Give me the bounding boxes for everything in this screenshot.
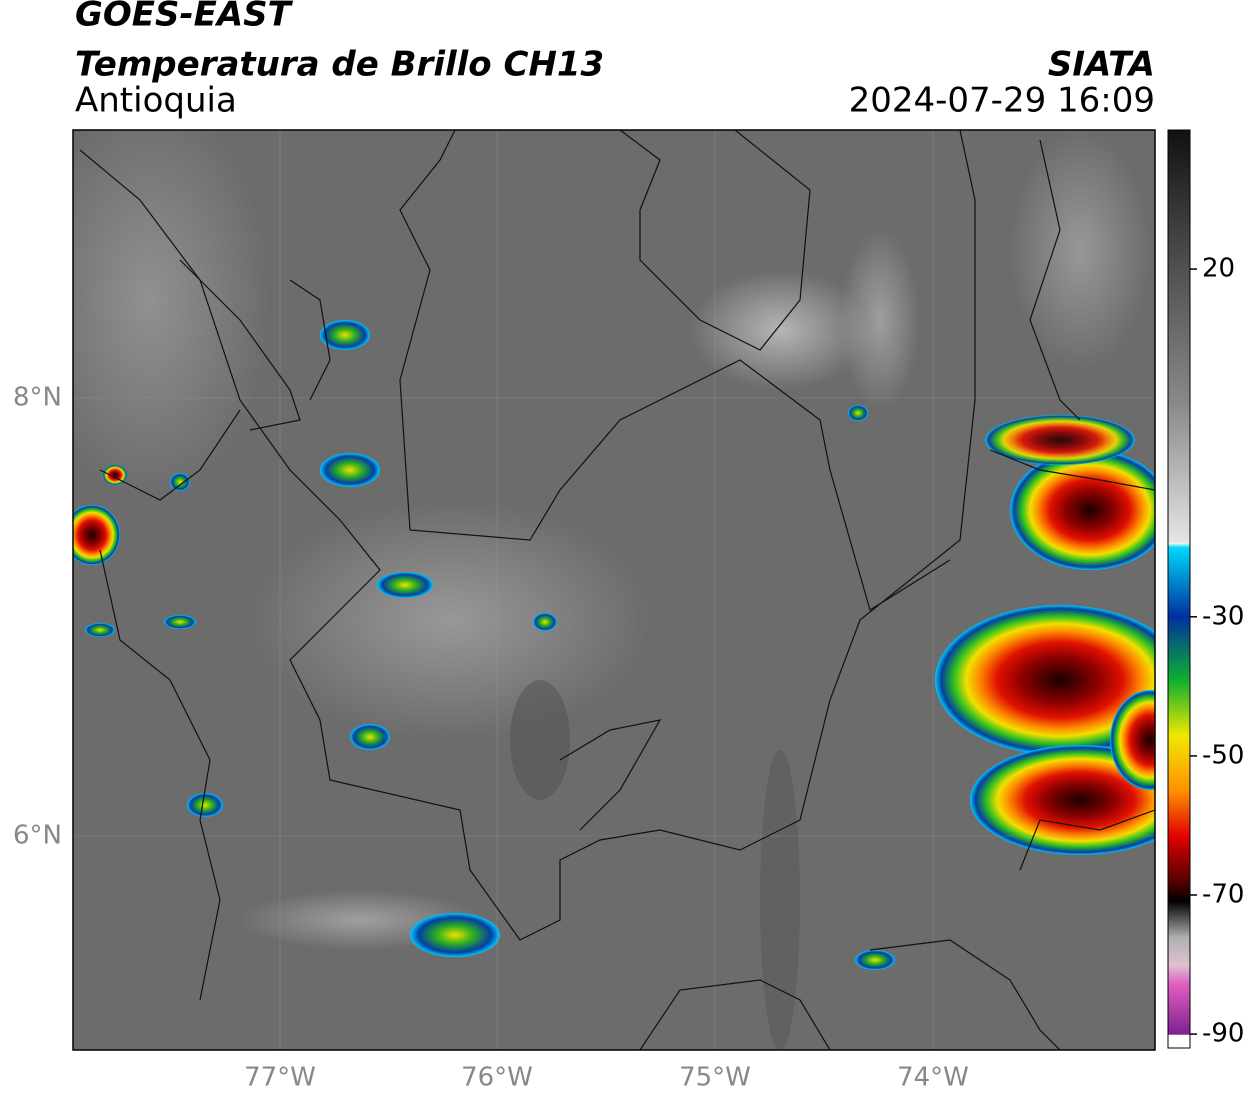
colorbar	[1167, 129, 1191, 1049]
source: SIATA	[1048, 45, 1155, 85]
colorbar-tick-label: -50	[1202, 740, 1244, 770]
colorbar-tick-label: -90	[1202, 1019, 1244, 1049]
colorbar-tick-label: -70	[1202, 880, 1244, 910]
colorbar-tick-label: -30	[1202, 601, 1244, 631]
region: Antioquia	[75, 81, 237, 121]
satellite-image	[73, 130, 1155, 1050]
lon-label: 77°W	[244, 1063, 316, 1093]
lat-label: 6°N	[13, 821, 62, 851]
lon-label: 74°W	[897, 1063, 969, 1093]
lon-label: 76°W	[461, 1063, 533, 1093]
title: GOES-EAST	[75, 0, 294, 35]
timestamp: 2024-07-29 16:09	[849, 81, 1155, 121]
lon-label: 75°W	[679, 1063, 751, 1093]
subtitle: Temperatura de Brillo CH13	[75, 45, 604, 85]
map-frame	[72, 129, 1156, 1051]
colorbar-tick-label: 20	[1202, 254, 1235, 284]
colorbar-ticks: 20 -30 -50 -70 -90	[1190, 254, 1244, 1049]
lat-label: 8°N	[13, 383, 62, 413]
